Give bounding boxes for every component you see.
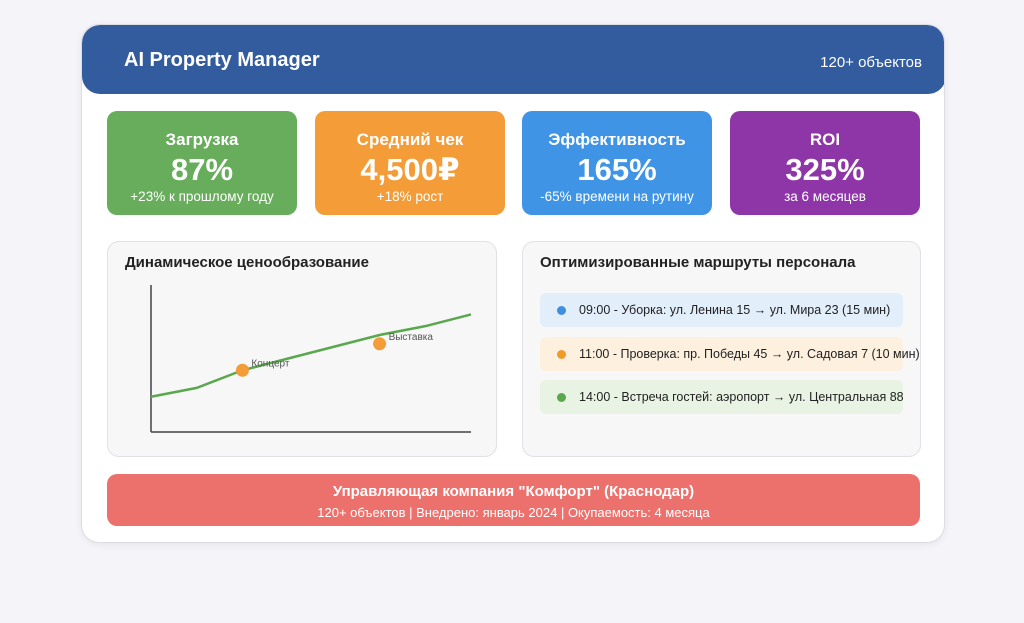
kpi-title: ROI	[809, 130, 841, 149]
routes-panel-title: Оптимизированные маршруты персонала	[540, 254, 856, 271]
kpi-subtitle: -65% времени на рутину	[540, 189, 694, 204]
kpi-subtitle: +18% рост	[376, 189, 444, 204]
route-item[interactable]: 11:00 - Проверка: пр. Победы 45 → ул. Са…	[540, 337, 920, 371]
kpi-title: Эффективность	[548, 130, 686, 149]
route-dot-icon	[557, 393, 566, 402]
price-line-series-0	[150, 313, 472, 398]
event-label: Выставка	[389, 332, 434, 343]
kpi-card-efficiency: Эффективность 165% -65% времени на рутин…	[522, 111, 712, 215]
kpi-subtitle: за 6 месяцев	[784, 189, 866, 204]
route-text: 11:00 - Проверка: пр. Победы 45 → ул. Са…	[579, 347, 920, 361]
pricing-panel: Динамическое ценообразование Концерт Выст…	[107, 241, 497, 457]
event-marker[interactable]	[373, 337, 387, 351]
header-bar: AI Property Manager 120+ объектов	[82, 25, 944, 94]
kpi-value: 165%	[577, 152, 657, 187]
route-item[interactable]: 09:00 - Уборка: ул. Ленина 15 → ул. Мира…	[540, 293, 903, 327]
route-dot-icon	[557, 350, 566, 359]
kpi-title: Средний чек	[356, 130, 464, 149]
company-details: 120+ объектов | Внедрено: январь 2024 | …	[317, 505, 710, 520]
app-title: AI Property Manager	[124, 49, 320, 71]
kpi-card-occupancy: Загрузка 87% +23% к прошлому году	[107, 111, 297, 215]
kpi-card-roi: ROI 325% за 6 месяцев	[730, 111, 920, 215]
dashboard-window: AI Property Manager 120+ объектов Загруз…	[81, 24, 945, 543]
kpi-subtitle: +23% к прошлому году	[130, 189, 274, 204]
route-text: 09:00 - Уборка: ул. Ленина 15 → ул. Мира…	[579, 303, 891, 317]
company-banner: Управляющая компания "Комфорт" (Краснода…	[107, 474, 920, 526]
route-dot-icon	[557, 306, 566, 315]
company-name: Управляющая компания "Комфорт" (Краснода…	[332, 483, 695, 500]
event-marker[interactable]	[235, 363, 249, 377]
kpi-value: 325%	[785, 152, 865, 187]
kpi-title: Загрузка	[165, 130, 239, 149]
route-text: 14:00 - Встреча гостей: аэропорт → ул. Ц…	[579, 390, 904, 404]
pricing-panel-title: Динамическое ценообразование	[125, 254, 369, 271]
event-label: Концерт	[251, 358, 289, 369]
routes-panel: Оптимизированные маршруты персонала 09:0…	[522, 241, 921, 457]
kpi-value: 4,500₽	[360, 152, 460, 187]
kpi-card-average-check: Средний чек 4,500₽ +18% рост	[315, 111, 505, 215]
route-item[interactable]: 14:00 - Встреча гостей: аэропорт → ул. Ц…	[540, 380, 904, 414]
kpi-value: 87%	[170, 152, 234, 187]
object-count: 120+ объектов	[820, 54, 922, 71]
pricing-chart: Концерт Выставка	[150, 285, 472, 433]
